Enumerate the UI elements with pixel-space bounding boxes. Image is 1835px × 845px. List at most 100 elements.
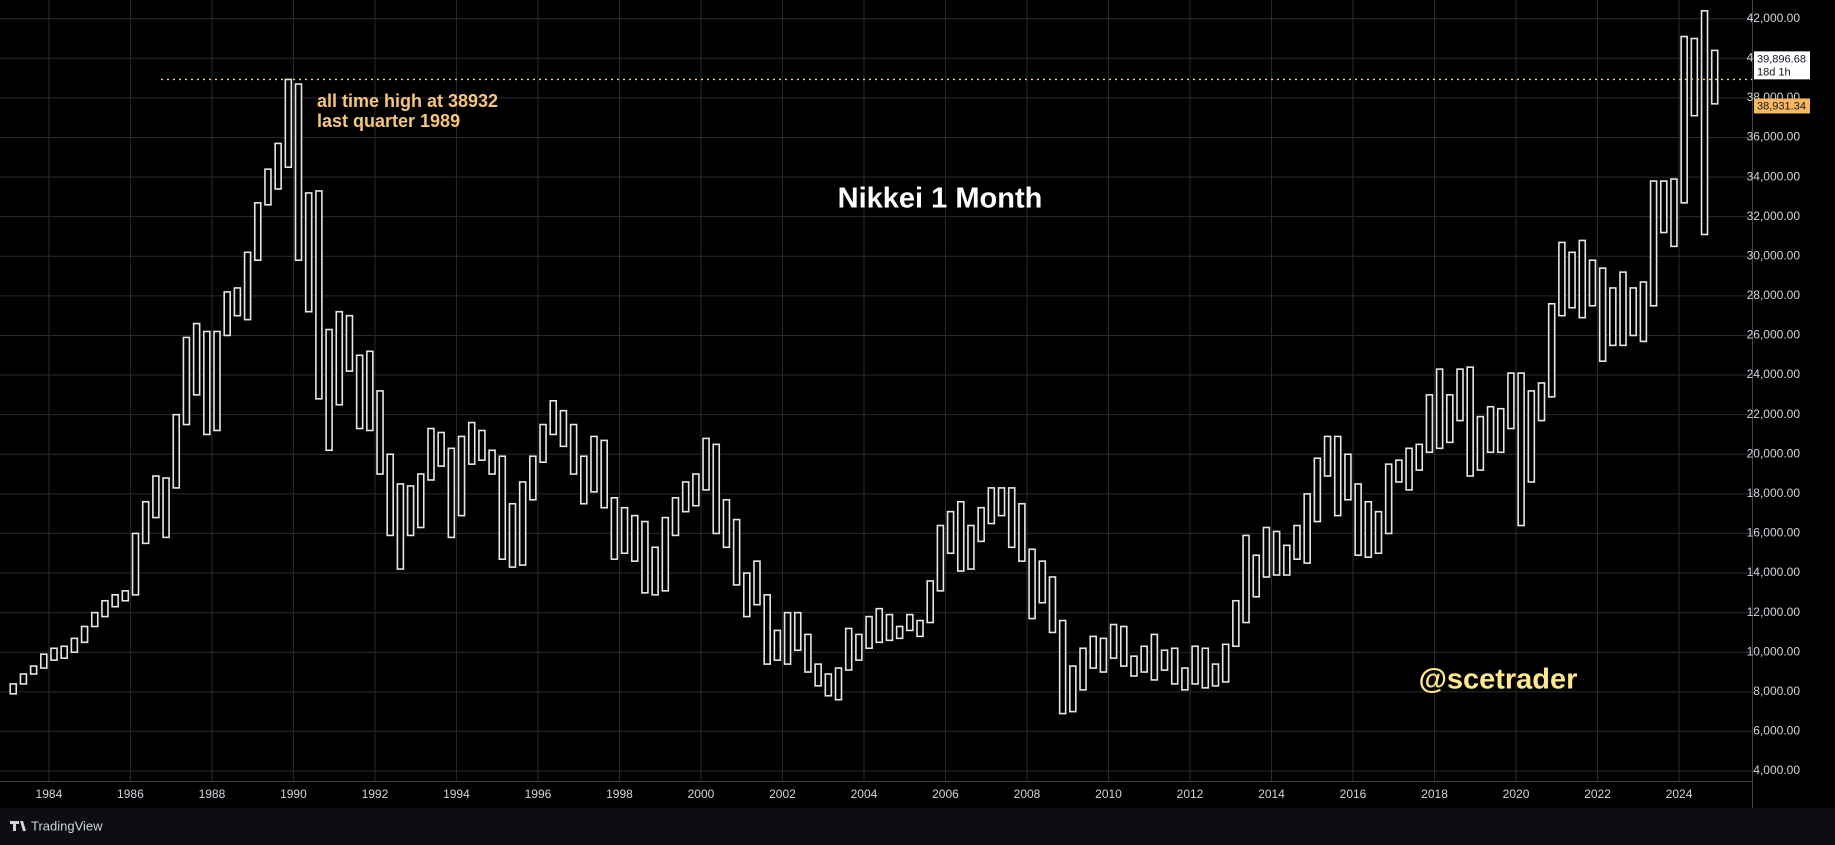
- bar: [233, 287, 242, 317]
- bar: [467, 421, 476, 465]
- bar: [620, 506, 629, 555]
- x-tick-label: 2024: [1666, 787, 1693, 801]
- bar: [457, 435, 466, 517]
- bar: [1232, 599, 1240, 648]
- x-tick-label: 1988: [199, 787, 226, 801]
- bar: [345, 314, 354, 372]
- bar: [661, 516, 670, 592]
- bar: [1344, 453, 1352, 501]
- bar: [865, 615, 873, 650]
- bar: [773, 629, 782, 661]
- bar: [9, 683, 18, 695]
- x-tick-label: 2006: [932, 787, 959, 801]
- bar: [702, 437, 710, 491]
- bar: [1099, 637, 1108, 673]
- brand[interactable]: TradingView: [31, 818, 103, 833]
- x-tick-label: 2004: [851, 787, 878, 801]
- bar: [977, 506, 985, 543]
- bar: [19, 673, 28, 685]
- bar: [90, 611, 99, 628]
- bar: [304, 192, 313, 313]
- bar: [1537, 382, 1546, 422]
- y-tick-label: 36,000.00: [1747, 130, 1801, 144]
- bar: [824, 673, 833, 697]
- bar: [834, 667, 843, 701]
- bar: [386, 453, 395, 537]
- bar: [793, 611, 802, 652]
- x-tick-label: 2012: [1177, 787, 1204, 801]
- bar: [946, 510, 955, 555]
- bar: [1293, 524, 1301, 560]
- bars: [9, 9, 1719, 715]
- bar: [131, 532, 140, 596]
- x-tick-label: 2020: [1503, 787, 1530, 801]
- bar: [213, 330, 221, 432]
- x-tick-label: 1992: [362, 787, 389, 801]
- y-tick-label: 12,000.00: [1747, 605, 1801, 619]
- bar: [1670, 178, 1678, 248]
- x-tick-label: 2014: [1258, 787, 1285, 801]
- bar: [641, 520, 649, 594]
- bar: [355, 354, 364, 430]
- bar: [1435, 368, 1444, 450]
- bar: [427, 427, 435, 481]
- price-label: 39,896.68: [1757, 53, 1806, 65]
- bar: [376, 390, 384, 475]
- bar: [895, 625, 904, 640]
- x-tick-label: 1994: [443, 787, 470, 801]
- x-tick-label: 2002: [769, 787, 796, 801]
- ath-label: 38,931.34: [1757, 100, 1806, 112]
- bar: [1578, 239, 1587, 319]
- bar: [294, 83, 303, 262]
- bar: [1588, 259, 1597, 307]
- bar: [182, 336, 191, 426]
- x-tick-label: 2010: [1095, 787, 1122, 801]
- y-tick-label: 34,000.00: [1747, 169, 1801, 183]
- bar: [223, 291, 232, 337]
- bar: [253, 202, 262, 262]
- bar: [855, 633, 863, 661]
- bar: [498, 455, 507, 560]
- bar: [1048, 576, 1057, 634]
- bar: [1659, 180, 1668, 234]
- bar: [111, 594, 119, 608]
- bar: [1710, 49, 1719, 105]
- y-tick-label: 32,000.00: [1747, 209, 1801, 223]
- bar: [1211, 663, 1220, 687]
- bar: [1130, 655, 1138, 677]
- bar: [600, 439, 608, 509]
- bar: [406, 485, 415, 537]
- bar: [29, 665, 38, 675]
- bar: [1333, 435, 1342, 517]
- y-tick-label: 10,000.00: [1747, 644, 1801, 658]
- bar: [987, 487, 996, 525]
- bar: [152, 475, 160, 519]
- bar: [1018, 502, 1026, 562]
- bar: [335, 310, 344, 406]
- bar: [630, 514, 639, 562]
- grid: [0, 0, 1752, 781]
- x-tick-label: 2000: [688, 787, 715, 801]
- bar: [1028, 548, 1036, 620]
- x-tick-label: 1984: [36, 787, 63, 801]
- bar: [1160, 649, 1169, 671]
- bar: [1690, 37, 1699, 117]
- bar: [508, 502, 517, 568]
- y-tick-label: 8,000.00: [1753, 684, 1800, 698]
- brand-icon: [10, 821, 26, 831]
- bar: [447, 447, 456, 539]
- bar: [916, 619, 924, 638]
- bar: [518, 481, 527, 566]
- bar: [1425, 394, 1434, 454]
- bar: [1089, 635, 1098, 669]
- bar: [956, 500, 965, 572]
- bar: [40, 653, 48, 669]
- bar: [203, 330, 211, 436]
- bar: [274, 142, 282, 190]
- bar: [1558, 241, 1566, 317]
- bar: [763, 594, 771, 665]
- bar: [1598, 267, 1607, 363]
- bar: [651, 546, 659, 596]
- bar: [804, 633, 812, 673]
- bar: [416, 473, 425, 529]
